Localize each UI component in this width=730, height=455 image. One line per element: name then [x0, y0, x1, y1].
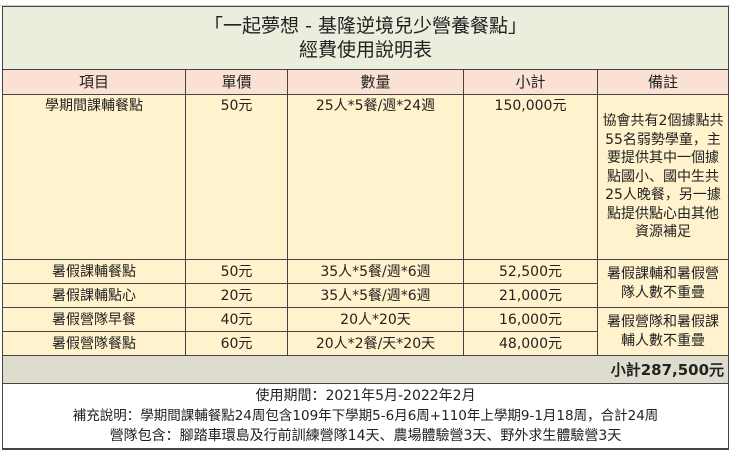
header-row: 項目 單價 數量 小計 備註: [2, 69, 730, 95]
cell-price: 40元: [185, 307, 288, 332]
table-row: 暑假課輔餐點 50元 35人*5餐/週*6週 52,500元 暑假課輔和暑假營隊…: [2, 259, 730, 308]
spreadsheet-top-row: [0, 0, 730, 6]
cell-item: 暑假課輔餐點: [2, 259, 186, 284]
cell-qty: 20人*2餐/天*20天: [287, 331, 464, 356]
cell-item: 暑假課輔點心: [2, 283, 186, 308]
cell-note: 暑假營隊和暑假課輔人數不重疊: [596, 307, 730, 356]
table-row: 暑假課輔點心 20元 35人*5餐/週*6週 21,000元: [2, 283, 729, 308]
header-price: 單價: [185, 69, 288, 95]
table-row: 學期間課輔餐點 50元 25人*5餐/週*24週 150,000元 協會共有2個…: [2, 94, 730, 260]
cell-subtotal: 150,000元: [463, 94, 598, 260]
cell-item: 暑假營隊早餐: [2, 307, 186, 332]
header-item: 項目: [2, 69, 186, 95]
usage-period: 使用期間：2021年5月-2022年2月: [255, 388, 476, 404]
total-amount: 小計287,500元: [1, 355, 730, 384]
total-row: 小計287,500元: [1, 355, 730, 384]
footer-notes: 使用期間：2021年5月-2022年2月 補充說明：學期間課輔餐點24周包含10…: [1, 383, 730, 450]
cell-qty: 20人*20天: [287, 307, 464, 332]
table-row: 暑假營隊早餐 40元 20人*20天 16,000元 暑假營隊和暑假課輔人數不重…: [2, 307, 730, 356]
cell-note: 協會共有2個據點共55名弱勢學童，主要提供其中一個據點國小、國中生共25人晚餐，…: [596, 94, 730, 260]
cell-price: 50元: [185, 94, 288, 260]
cell-item: 暑假營隊餐點: [2, 331, 186, 356]
table-row: 暑假營隊餐點 60元 20人*2餐/天*20天 48,000元: [2, 331, 729, 356]
supplement-note: 補充說明：學期間課輔餐點24周包含109年下學期5-6月6周+110年上學期9-…: [72, 408, 659, 424]
cell-price: 20元: [185, 283, 288, 308]
cell-subtotal: 52,500元: [463, 259, 598, 284]
title-line2: 經費使用說明表: [299, 39, 433, 61]
budget-table: 「一起夢想 - 基隆逆境兒少營養餐點」 經費使用說明表 項目 單價 數量 小計 備…: [1, 6, 730, 450]
cell-note: 暑假課輔和暑假營隊人數不重疊: [596, 259, 730, 308]
camp-note: 營隊包含：腳踏車環島及行前訓練營隊14天、農場體驗營3天、野外求生體驗營3天: [109, 428, 622, 444]
cell-qty: 35人*5餐/週*6週: [287, 283, 464, 308]
cell-price: 50元: [185, 259, 288, 284]
cell-price: 60元: [185, 331, 288, 356]
cell-item: 學期間課輔餐點: [2, 94, 186, 260]
footer-row: 使用期間：2021年5月-2022年2月 補充說明：學期間課輔餐點24周包含10…: [1, 383, 730, 450]
title-line1: 「一起夢想 - 基隆逆境兒少營養餐點」: [204, 15, 527, 37]
cell-subtotal: 48,000元: [463, 331, 598, 356]
header-subtotal: 小計: [463, 69, 598, 95]
cell-subtotal: 16,000元: [463, 307, 598, 332]
header-qty: 數量: [287, 69, 464, 95]
cell-qty: 25人*5餐/週*24週: [287, 94, 464, 260]
cell-qty: 35人*5餐/週*6週: [287, 259, 464, 284]
cell-subtotal: 21,000元: [463, 283, 598, 308]
table-title: 「一起夢想 - 基隆逆境兒少營養餐點」 經費使用說明表: [1, 6, 730, 70]
header-notes: 備註: [596, 69, 730, 95]
